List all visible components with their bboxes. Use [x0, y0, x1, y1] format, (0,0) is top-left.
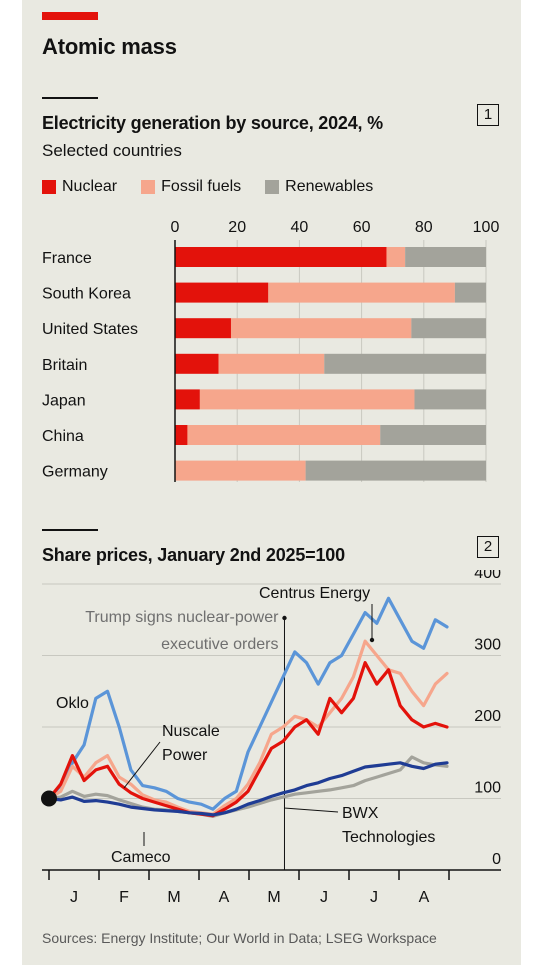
x-tick-label: 100 — [473, 219, 500, 236]
legend-swatch-renewables — [265, 180, 280, 194]
bar-france-nuclear — [175, 247, 387, 267]
bar-britain-nuclear — [175, 353, 219, 374]
x-tick-label: M — [167, 889, 180, 906]
bar-germany-fossil-fuels — [175, 460, 306, 481]
legend-label-renewables: Renewables — [285, 178, 374, 195]
index-start-dot — [41, 790, 57, 807]
x-tick-label: J — [70, 889, 78, 906]
series-label-bwx-line1: BWX — [342, 805, 379, 822]
annotation-text-line2: executive orders — [161, 636, 278, 653]
series-leader-bwx — [283, 807, 339, 813]
bar-china-fossil-fuels — [187, 425, 381, 445]
chart1-legend: Nuclear Fossil fuels Renewables — [42, 178, 373, 196]
category-label-china: China — [42, 428, 84, 445]
category-label-united-states: United States — [42, 321, 138, 338]
legend-item-nuclear: Nuclear — [42, 178, 117, 196]
bar-germany-renewables — [305, 460, 486, 481]
chart1-subtitle: Selected countries — [42, 141, 182, 160]
category-label-france: France — [42, 250, 92, 267]
series-leader-nuscale — [123, 741, 161, 789]
legend-item-renewables: Renewables — [265, 178, 373, 196]
series-line-oklo — [47, 596, 449, 811]
series-line-centrus-energy — [47, 661, 449, 818]
y-tick-label: 200 — [474, 708, 501, 725]
bar-britain-fossil-fuels — [218, 353, 325, 374]
x-tick-label: 60 — [353, 219, 371, 236]
x-tick-label: A — [219, 889, 230, 906]
bar-south-korea-renewables — [454, 282, 486, 303]
y-tick-label: 0 — [492, 851, 501, 868]
chart1-number: 1 — [477, 104, 499, 126]
legend-item-fossil: Fossil fuels — [141, 178, 241, 196]
annotation-text-line1: Trump signs nuclear-power — [85, 609, 279, 626]
legend-swatch-nuclear — [42, 180, 56, 194]
series-label-cameco: Cameco — [111, 849, 171, 866]
source-note: Sources: Energy Institute; Our World in … — [42, 930, 437, 946]
x-tick-label: J — [370, 889, 378, 906]
series-line-nuscale-power — [47, 639, 449, 816]
x-tick-label: 40 — [291, 219, 309, 236]
category-label-japan: Japan — [42, 392, 86, 409]
chart1-rule — [42, 97, 98, 99]
chart2-rule — [42, 529, 98, 531]
series-label-oklo: Oklo — [56, 695, 89, 712]
bar-france-renewables — [405, 247, 486, 267]
series-dot-centrus — [369, 637, 375, 643]
bar-united-states-renewables — [411, 318, 486, 339]
x-tick-label: 20 — [228, 219, 246, 236]
bar-united-states-fossil-fuels — [230, 318, 412, 339]
category-label-germany: Germany — [42, 464, 108, 481]
bar-japan-fossil-fuels — [199, 389, 415, 410]
bar-china-renewables — [380, 425, 486, 445]
bar-south-korea-fossil-fuels — [268, 282, 455, 303]
y-tick-label: 100 — [474, 780, 501, 797]
category-label-south-korea: South Korea — [42, 286, 131, 303]
x-tick-label: A — [419, 889, 430, 906]
bar-united-states-nuclear — [175, 318, 231, 339]
chart1-stacked-bar: 0 20 40 60 80 100 France South Korea United Stat… — [42, 219, 500, 482]
chart2-number: 2 — [477, 536, 499, 558]
x-tick-label: F — [119, 889, 129, 906]
series-label-bwx-line2: Technologies — [342, 829, 435, 846]
x-tick-label: M — [267, 889, 280, 906]
bar-france-fossil-fuels — [386, 247, 406, 267]
x-tick-label: 0 — [171, 219, 180, 236]
bar-japan-renewables — [414, 389, 486, 410]
series-line-cameco — [47, 755, 449, 818]
x-tick-label: 80 — [415, 219, 433, 236]
category-label-britain: Britain — [42, 357, 87, 374]
legend-label-nuclear: Nuclear — [62, 178, 118, 195]
legend-swatch-fossil — [141, 180, 156, 194]
y-tick-label: 400 — [474, 570, 501, 582]
headline: Atomic mass — [42, 34, 177, 59]
series-label-centrus: Centrus Energy — [259, 585, 370, 602]
series-label-nuscale-line2: Power — [162, 747, 208, 764]
legend-label-fossil: Fossil fuels — [161, 178, 242, 195]
bar-china-nuclear — [175, 425, 188, 445]
series-line-bwx-technologies — [47, 761, 449, 817]
bar-japan-nuclear — [175, 389, 200, 410]
annotation-dot — [282, 615, 287, 621]
y-tick-label: 300 — [474, 637, 501, 654]
x-tick-label: J — [320, 889, 328, 906]
chart2-title: Share prices, January 2nd 2025=100 — [42, 545, 345, 565]
chart-card: Atomic mass Electricity generation by so… — [22, 0, 521, 965]
chart1-title: Electricity generation by source, 2024, … — [42, 113, 383, 133]
chart2-line-chart: 0 100 200 300 400 J F M A M J J A Trump signs nuclear… — [41, 570, 501, 906]
bar-south-korea-nuclear — [175, 282, 269, 303]
series-label-nuscale-line1: Nuscale — [162, 723, 220, 740]
brand-red-tag — [42, 12, 98, 20]
bar-britain-renewables — [324, 353, 486, 374]
